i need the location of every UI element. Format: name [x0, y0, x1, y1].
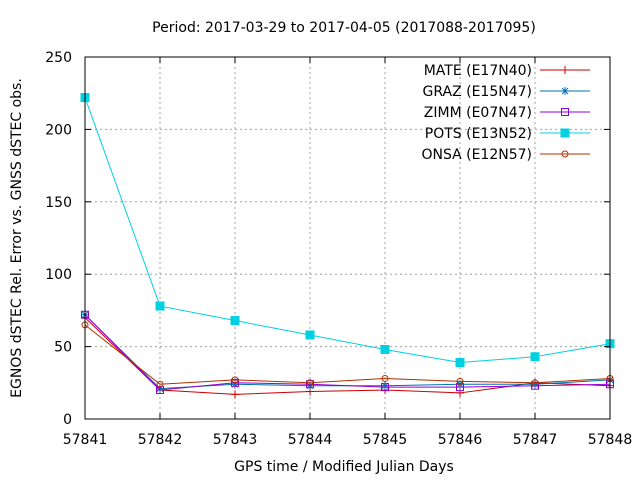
- data-point: [306, 380, 314, 389]
- legend-marker: [560, 128, 570, 138]
- data-point: [381, 383, 389, 392]
- x-tick-label: 57843: [213, 432, 258, 448]
- y-axis-title: EGNOS dSTEC Rel. Error vs. GNSS dSTEC ob…: [9, 78, 25, 398]
- legend-label: POTS (E13N52): [425, 126, 532, 142]
- x-tick-label: 57841: [63, 432, 108, 448]
- data-point: [531, 381, 539, 390]
- series-line: [84, 324, 611, 385]
- y-tick-label: 200: [45, 122, 72, 138]
- x-axis-title: GPS time / Modified Julian Days: [234, 459, 454, 475]
- legend-label: MATE (E17N40): [424, 63, 532, 79]
- x-tick-label: 57842: [138, 432, 183, 448]
- x-tick-label: 57848: [588, 432, 633, 448]
- data-point: [230, 316, 240, 326]
- legend: MATE (E17N40) GRAZ (E15N47) ZIMM (E07N47) P…: [421, 63, 590, 163]
- legend-item: GRAZ (E15N47): [423, 84, 590, 100]
- legend-item: MATE (E17N40): [424, 63, 590, 79]
- series: [80, 93, 615, 368]
- y-tick-label: 50: [54, 340, 72, 356]
- data-point: [381, 374, 389, 382]
- legend-item: ZIMM (E07N47): [424, 105, 590, 121]
- y-tick-label: 250: [45, 50, 72, 66]
- series-line: [84, 314, 611, 391]
- data-point: [455, 358, 465, 368]
- x-tick-label: 57847: [513, 432, 558, 448]
- y-tick-label: 0: [63, 412, 72, 428]
- legend-label: ZIMM (E07N47): [424, 105, 532, 121]
- data-point: [380, 344, 390, 354]
- plot-frame: [84, 56, 611, 420]
- x-tick-label: 57845: [363, 432, 408, 448]
- y-tick-label: 150: [45, 195, 72, 211]
- data-point: [156, 380, 164, 388]
- chart-title: Period: 2017-03-29 to 2017-04-05 (201708…: [152, 20, 536, 36]
- legend-marker: [561, 66, 569, 74]
- series: [81, 310, 614, 395]
- legend-marker: [561, 87, 569, 95]
- series-line: [84, 314, 611, 390]
- legend-item: ONSA (E12N57): [421, 147, 590, 163]
- data-point: [305, 330, 315, 340]
- y-tick-label: 100: [45, 267, 72, 283]
- data-point: [456, 388, 464, 397]
- data-point: [231, 378, 239, 387]
- plot-series: [80, 93, 615, 399]
- legend-item: POTS (E13N52): [425, 126, 590, 142]
- data-point: [156, 386, 164, 395]
- x-tick-label: 57846: [438, 432, 483, 448]
- series-line: [84, 97, 611, 364]
- axis-ticks: 57841 57842 57843 57844 57845 57846 57847 57848…: [45, 50, 632, 448]
- data-point: [530, 352, 540, 362]
- legend-marker: [561, 150, 569, 158]
- data-point: [456, 377, 464, 385]
- data-point: [231, 390, 239, 399]
- grid: [85, 57, 610, 419]
- legend-marker: [561, 108, 569, 116]
- x-tick-label: 57844: [288, 432, 333, 448]
- data-point: [531, 379, 539, 387]
- data-point: [456, 383, 464, 392]
- data-point: [381, 381, 389, 390]
- legend-label: ONSA (E12N57): [421, 147, 532, 163]
- data-point: [306, 379, 314, 387]
- data-point: [231, 376, 239, 384]
- data-point: [155, 301, 165, 311]
- legend-label: GRAZ (E15N47): [423, 84, 533, 100]
